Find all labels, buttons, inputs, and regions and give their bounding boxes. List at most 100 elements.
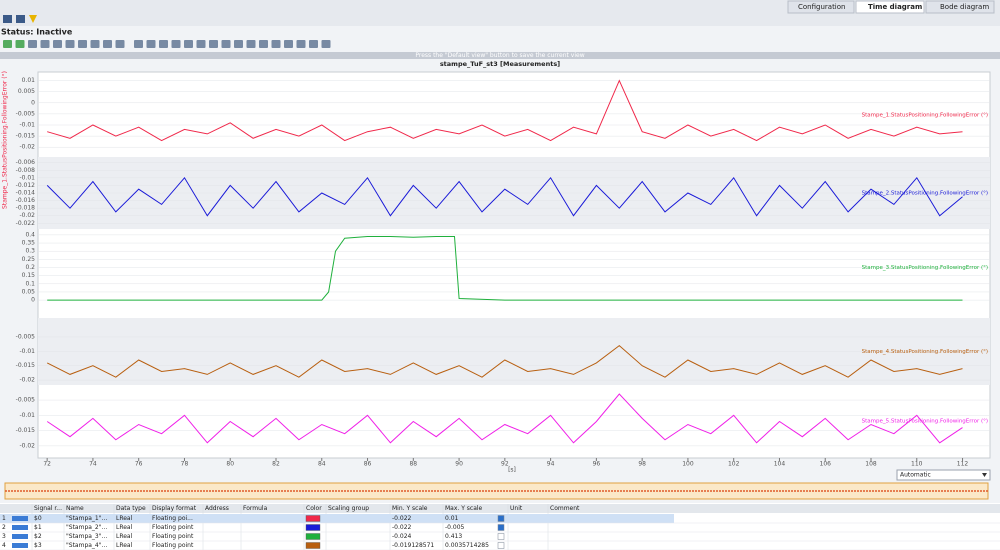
toolbar-button[interactable]: [171, 40, 181, 48]
cell: Floating poi...: [152, 515, 193, 522]
color-swatch[interactable]: [305, 515, 321, 522]
toolbar-button[interactable]: [234, 40, 243, 48]
x-tick-label: 102: [728, 461, 740, 468]
toolbar-button[interactable]: [28, 40, 37, 48]
signal-icon: [12, 534, 28, 539]
x-tick-label: 96: [593, 461, 601, 468]
tab[interactable]: [787, 0, 855, 14]
dropdown-arrow[interactable]: [982, 473, 987, 477]
toolbar-button[interactable]: [3, 40, 12, 48]
cell: Floating point: [152, 524, 194, 531]
y-tick-label: 0: [31, 297, 35, 304]
toolbar-button[interactable]: [159, 40, 168, 48]
signal-label: Stampe_5.StatusPositioning.FollowingErro…: [862, 419, 988, 425]
x-tick-label: 76: [135, 461, 143, 468]
toolbar-button[interactable]: [65, 40, 75, 48]
cell: $1: [34, 524, 42, 531]
filter-icon[interactable]: [29, 15, 37, 23]
y-tick-label: -0.02: [19, 377, 35, 384]
cell: 0.413: [445, 533, 462, 540]
signal-label: Stampe_3.StatusPositioning.FollowingErro…: [862, 265, 988, 271]
toolbar-button[interactable]: [146, 40, 156, 48]
cell: -0.005: [445, 524, 465, 531]
tab-label[interactable]: Configuration: [798, 3, 845, 11]
cell: LReal: [116, 533, 133, 540]
toolbar-button[interactable]: [321, 40, 331, 48]
y-tick-label: -0.01: [19, 412, 35, 419]
y-tick-label: -0.01: [19, 174, 35, 181]
x-tick-label: 86: [364, 461, 372, 468]
signal-trace: [46, 344, 963, 378]
column-header: Scaling group: [328, 505, 369, 512]
signal-icon: [12, 525, 28, 530]
status: Status: Inactive: [1, 28, 73, 37]
row-selected: [0, 514, 674, 523]
toolbar-button[interactable]: [221, 40, 231, 48]
y-tick-label: -0.015: [16, 362, 36, 369]
toolbar-button[interactable]: [296, 40, 306, 48]
toolbar-button[interactable]: [78, 40, 87, 48]
tab[interactable]: [925, 0, 995, 14]
cell: LReal: [116, 515, 133, 522]
scale-dropdown[interactable]: [896, 469, 991, 481]
x-tick-label: 82: [272, 461, 280, 468]
toolbar-button[interactable]: [246, 40, 256, 48]
tab-active[interactable]: [855, 0, 925, 14]
toolbar-button[interactable]: [103, 40, 112, 48]
x-axis-label: [s]: [508, 467, 516, 474]
toolbar-button[interactable]: [184, 40, 193, 48]
signal-label: Stampe_2.StatusPositioning.FollowingErro…: [862, 191, 988, 197]
column-header: Min. Y scale: [392, 505, 428, 512]
signal-icon: [12, 516, 28, 521]
checkbox[interactable]: [497, 524, 505, 531]
tab-label[interactable]: Bode diagram: [940, 3, 989, 11]
y-tick-label: -0.008: [16, 167, 36, 174]
y-tick-label: 0.3: [25, 248, 35, 255]
x-tick-label: 72: [43, 461, 51, 468]
toolbar-button[interactable]: [196, 40, 206, 48]
cell: "Stampa_3"...: [66, 533, 107, 540]
y-tick-label: 0.01: [22, 77, 36, 84]
checkbox[interactable]: [497, 533, 505, 540]
toolbar-button[interactable]: [90, 40, 100, 48]
column-header: Name: [66, 505, 84, 512]
cell: Floating point: [152, 542, 194, 549]
toolbar-button[interactable]: [209, 40, 218, 48]
toolbar-button[interactable]: [284, 40, 293, 48]
cell: -0.022: [392, 524, 412, 531]
toolbar-button[interactable]: [134, 40, 143, 48]
y-tick-label: 0.35: [22, 240, 36, 247]
checkbox[interactable]: [497, 515, 505, 522]
toolbar-button[interactable]: [15, 40, 25, 48]
toolbar-icon[interactable]: [16, 15, 25, 23]
checkbox[interactable]: [497, 542, 505, 549]
y-tick-label: -0.02: [19, 212, 35, 219]
color-swatch[interactable]: [305, 533, 321, 540]
color-swatch[interactable]: [305, 524, 321, 531]
x-tick-label: 104: [774, 461, 786, 468]
toolbar-button[interactable]: [40, 40, 50, 48]
cell: LReal: [116, 524, 133, 531]
toolbar-button[interactable]: [309, 40, 318, 48]
column-header: Signal r...: [34, 505, 62, 512]
x-tick-label: 110: [911, 461, 923, 468]
signal-label: Stampe_1.StatusPositioning.FollowingErro…: [862, 113, 988, 119]
scale-mode[interactable]: Automatic: [900, 472, 931, 479]
toolbar-button[interactable]: [115, 40, 125, 48]
toolbar-button[interactable]: [271, 40, 281, 48]
tab-label[interactable]: Time diagram: [868, 3, 922, 11]
y-tick-label: -0.01: [19, 348, 35, 355]
y-tick-label: 0.05: [22, 288, 36, 295]
x-tick-label: 74: [89, 461, 97, 468]
x-tick-label: 100: [682, 461, 694, 468]
cell: -0.019128571: [392, 542, 434, 549]
column-header: Max. Y scale: [445, 505, 483, 512]
y-tick-label: 0.1: [25, 280, 35, 287]
toolbar-button[interactable]: [53, 40, 62, 48]
y-tick-label: -0.018: [16, 205, 36, 212]
toolbar-button[interactable]: [259, 40, 268, 48]
toolbar-icon[interactable]: [3, 15, 12, 23]
table-header: [0, 504, 1000, 513]
color-swatch[interactable]: [305, 542, 321, 549]
y-tick-label: -0.01: [19, 122, 35, 129]
